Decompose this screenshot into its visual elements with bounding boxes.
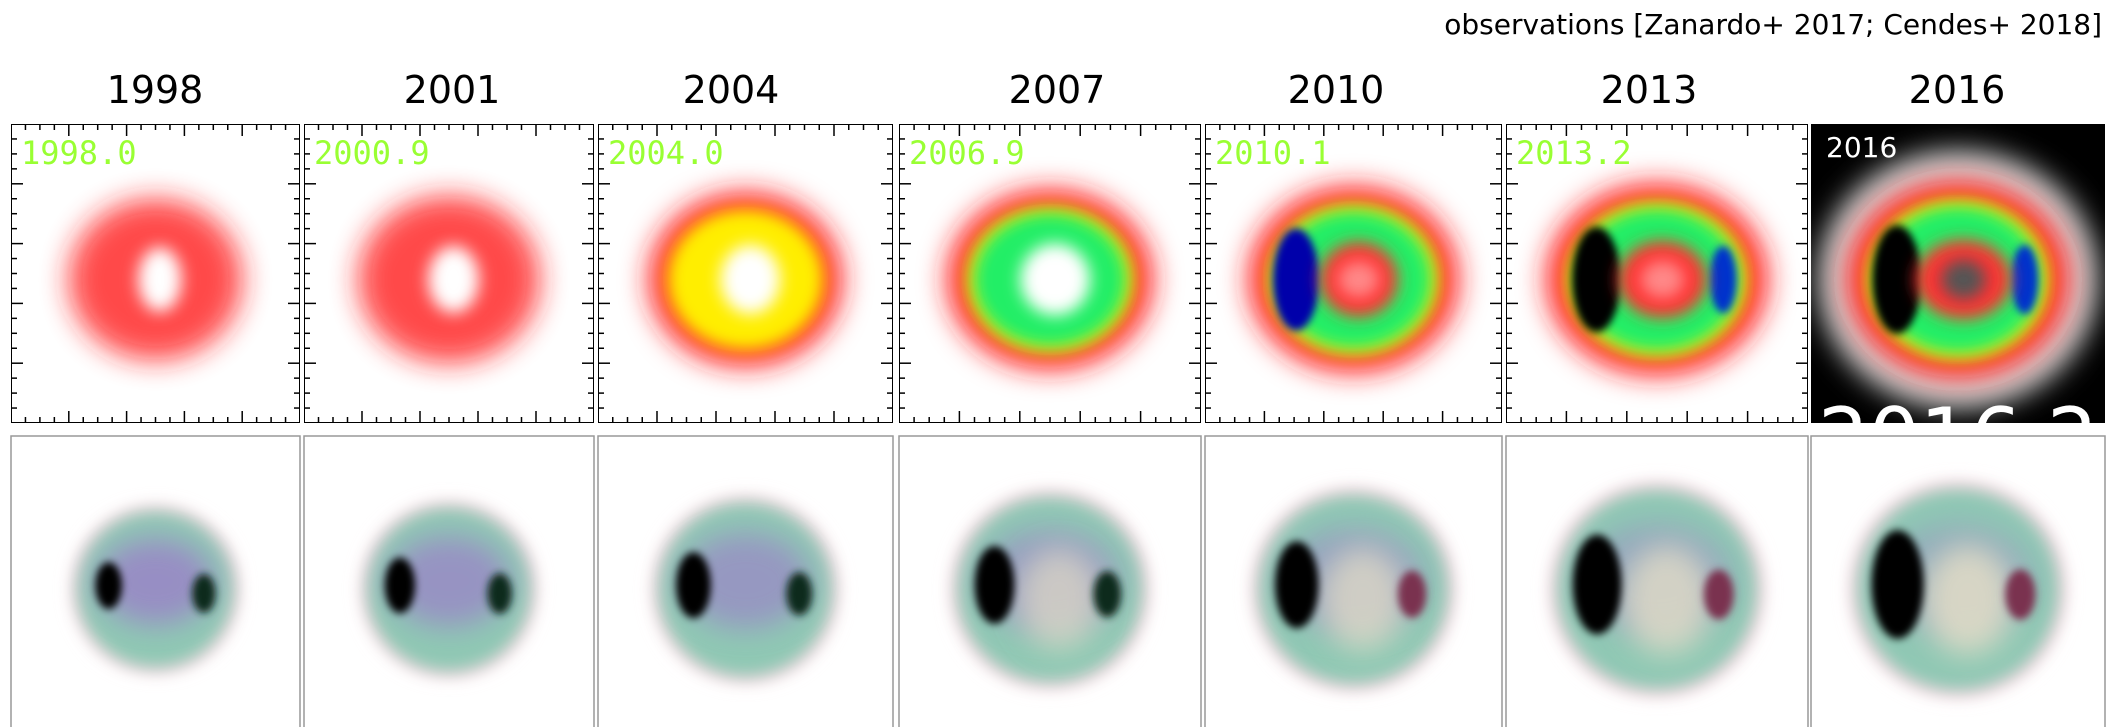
dark-l — [676, 552, 711, 618]
hole-core — [1338, 261, 1380, 298]
bottom-panel — [899, 436, 1201, 727]
dark-r — [1093, 571, 1121, 617]
hole — [428, 246, 479, 313]
bottom-panel — [304, 436, 594, 727]
pale — [1320, 547, 1405, 651]
hole-core — [1941, 260, 1985, 299]
dark-r — [1398, 571, 1426, 618]
hole-core — [1640, 260, 1684, 298]
bottom-panel — [1506, 436, 1808, 727]
dark-r — [192, 574, 215, 613]
epoch-label: 1998.0 — [21, 134, 137, 172]
top-panel: 2000.9 — [304, 124, 594, 423]
hole — [138, 247, 181, 312]
epoch-label: 2010.1 — [1215, 134, 1331, 172]
dark-r — [2005, 569, 2035, 619]
top-panel: 2006.9 — [899, 124, 1201, 423]
pale — [1622, 545, 1712, 655]
pale — [1018, 548, 1101, 650]
year-label: 2001 — [404, 68, 501, 112]
bottom-panel — [1811, 436, 2105, 727]
figure: observations [Zanardo+ 2017; Cendes+ 201… — [0, 0, 2116, 727]
caption: observations [Zanardo+ 2017; Cendes+ 201… — [1444, 8, 2102, 41]
year-label: 2004 — [683, 68, 780, 112]
epoch-label: 2006.9 — [909, 134, 1025, 172]
dark-l — [95, 562, 122, 609]
dark-l — [975, 546, 1015, 624]
epoch-label: 2004.0 — [608, 134, 724, 172]
top-panel: 2004.0 — [598, 124, 893, 423]
epoch-label: 2016 — [1826, 131, 1897, 164]
pale — [1923, 544, 2013, 655]
hole — [1020, 244, 1090, 316]
dark-l — [1872, 530, 1924, 639]
year-label: 2010 — [1288, 68, 1385, 112]
bottom-panel — [598, 436, 893, 727]
bottom-panel — [11, 436, 300, 727]
dark-r — [786, 572, 812, 615]
top-panel: 2013.2 — [1506, 124, 1808, 423]
blue-blob — [1572, 227, 1621, 332]
dark-l — [385, 558, 415, 614]
blue-blob-r — [1710, 246, 1736, 313]
top-panel: 2010.1 — [1205, 124, 1502, 423]
year-label: 2007 — [1009, 68, 1106, 112]
blue-blob — [1273, 229, 1319, 331]
bottom-panel — [1205, 436, 1502, 727]
top-panel: 1998.0 — [11, 124, 300, 423]
year-label: 1998 — [107, 68, 204, 112]
blue-blob — [1872, 225, 1921, 334]
dark-l — [1275, 541, 1318, 628]
dark-l — [1573, 535, 1622, 635]
epoch-label: 2000.9 — [314, 134, 430, 172]
dark-r — [487, 573, 512, 614]
year-label: 2016 — [1909, 68, 2006, 112]
blue-blob-r — [2011, 245, 2038, 314]
epoch-label: 2013.2 — [1516, 134, 1632, 172]
year-label: 2013 — [1601, 68, 1698, 112]
hole — [720, 245, 780, 314]
dark-r — [1704, 570, 1734, 620]
